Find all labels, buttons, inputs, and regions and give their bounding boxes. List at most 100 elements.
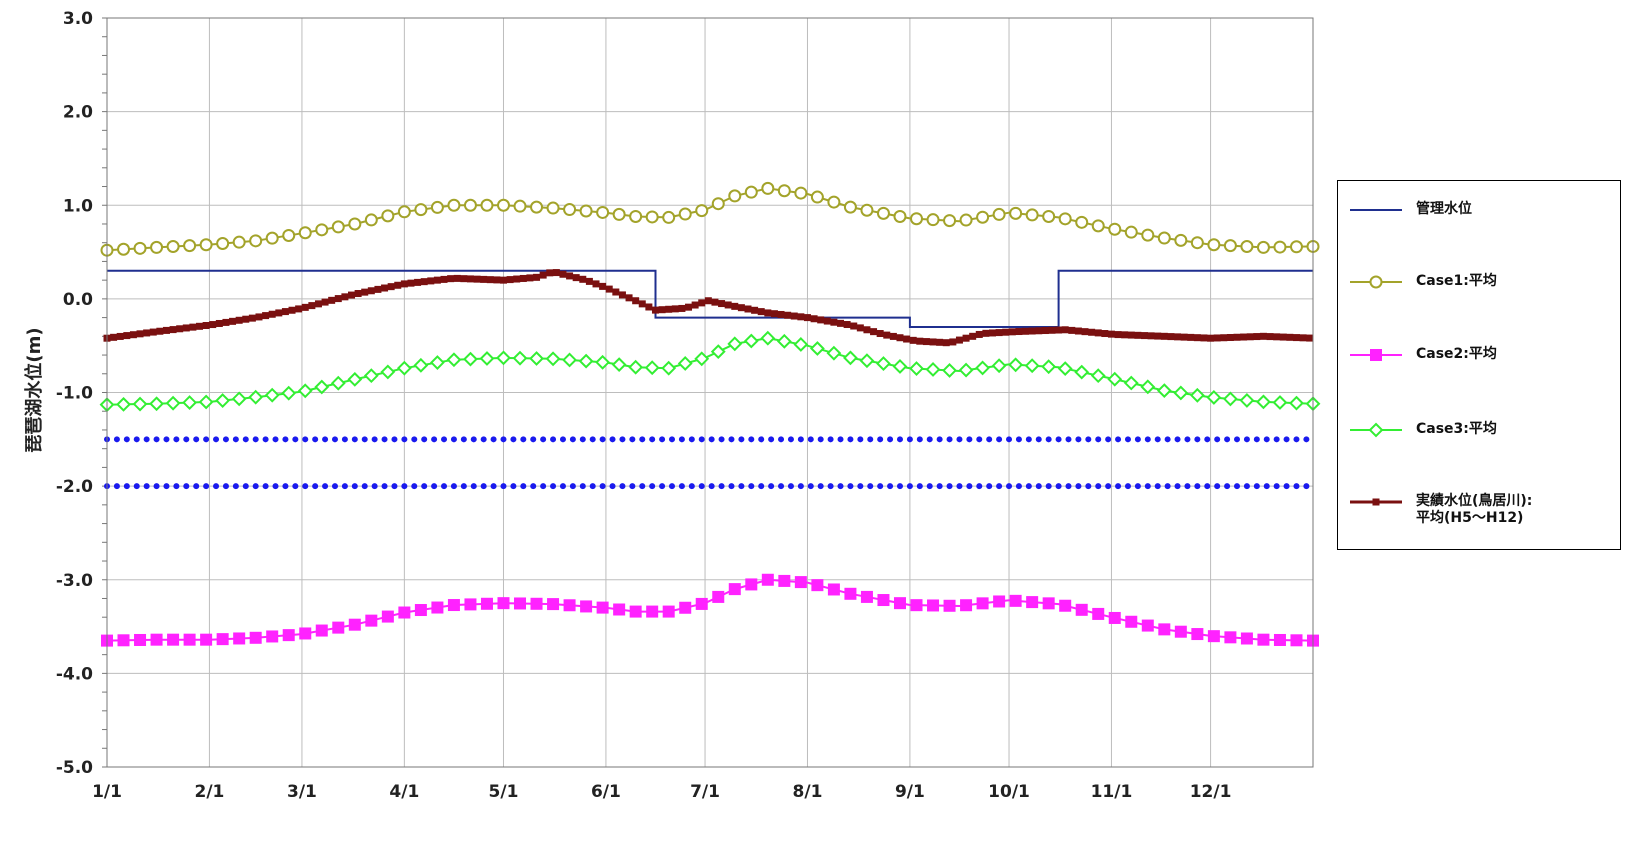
data-point bbox=[1213, 334, 1221, 342]
data-point bbox=[991, 358, 1007, 374]
data-point bbox=[545, 351, 561, 367]
data-point bbox=[1095, 483, 1102, 490]
data-point bbox=[679, 601, 692, 614]
data-point bbox=[540, 483, 547, 490]
data-point bbox=[381, 610, 394, 623]
data-point bbox=[661, 360, 677, 376]
data-point bbox=[297, 383, 313, 399]
data-point bbox=[748, 483, 755, 490]
data-point bbox=[645, 210, 659, 224]
data-point bbox=[728, 189, 742, 203]
data-point bbox=[460, 483, 467, 490]
data-point bbox=[1025, 483, 1032, 490]
data-point bbox=[1035, 483, 1042, 490]
data-point bbox=[315, 223, 329, 237]
data-point bbox=[569, 436, 576, 443]
data-point bbox=[589, 436, 596, 443]
data-point bbox=[698, 436, 705, 443]
data-point bbox=[817, 316, 825, 324]
data-point bbox=[807, 436, 814, 443]
data-point bbox=[946, 436, 953, 443]
data-point bbox=[639, 483, 646, 490]
legend-swatch bbox=[1350, 349, 1402, 361]
data-point bbox=[1286, 333, 1294, 341]
data-point bbox=[612, 288, 620, 296]
data-point bbox=[1075, 483, 1082, 490]
data-point bbox=[1045, 483, 1052, 490]
data-point bbox=[677, 356, 693, 371]
data-point bbox=[639, 436, 646, 443]
data-point bbox=[479, 351, 495, 366]
data-point bbox=[391, 436, 398, 443]
data-point bbox=[1193, 334, 1201, 342]
data-point bbox=[213, 436, 220, 443]
data-point bbox=[530, 483, 537, 490]
data-point bbox=[1008, 357, 1024, 373]
data-point bbox=[810, 315, 818, 323]
data-point bbox=[117, 634, 130, 647]
data-point bbox=[539, 271, 547, 279]
data-point bbox=[519, 274, 527, 282]
data-point bbox=[596, 205, 610, 219]
data-point bbox=[351, 483, 358, 490]
data-point bbox=[1101, 330, 1109, 338]
data-point bbox=[1006, 436, 1013, 443]
data-point bbox=[480, 275, 488, 283]
data-point bbox=[896, 334, 904, 342]
data-point bbox=[777, 310, 785, 318]
data-point bbox=[916, 436, 923, 443]
data-point bbox=[1065, 436, 1072, 443]
data-point bbox=[510, 483, 517, 490]
data-point bbox=[1081, 328, 1089, 336]
data-point bbox=[162, 326, 170, 334]
data-point bbox=[976, 597, 989, 610]
data-point bbox=[1279, 333, 1287, 341]
data-point bbox=[163, 436, 170, 443]
data-point bbox=[1214, 483, 1221, 490]
data-point bbox=[711, 197, 725, 211]
data-point bbox=[827, 483, 834, 490]
data-point bbox=[1075, 603, 1088, 616]
data-point bbox=[110, 333, 118, 341]
data-point bbox=[413, 357, 429, 373]
data-point bbox=[859, 353, 875, 369]
data-point bbox=[153, 436, 160, 443]
data-point bbox=[198, 394, 214, 410]
data-point bbox=[1240, 632, 1253, 645]
data-point bbox=[916, 483, 923, 490]
data-point bbox=[629, 436, 636, 443]
data-point bbox=[361, 288, 369, 296]
data-point bbox=[292, 436, 299, 443]
data-point bbox=[996, 436, 1003, 443]
data-point bbox=[960, 599, 973, 612]
data-point bbox=[196, 322, 204, 330]
data-point bbox=[863, 326, 871, 334]
data-point bbox=[506, 276, 514, 284]
x-tick-label: 9/1 bbox=[895, 782, 925, 802]
data-point bbox=[803, 314, 811, 322]
data-point bbox=[272, 483, 279, 490]
data-point bbox=[529, 351, 544, 366]
data-point bbox=[562, 352, 577, 368]
data-point bbox=[764, 309, 772, 317]
data-point bbox=[936, 483, 943, 490]
data-point bbox=[1115, 483, 1122, 490]
data-point bbox=[823, 317, 831, 325]
data-point bbox=[1191, 628, 1204, 641]
data-point bbox=[381, 436, 388, 443]
data-point bbox=[711, 298, 719, 306]
data-point bbox=[348, 618, 361, 631]
legend-swatch bbox=[1350, 209, 1402, 211]
data-point bbox=[751, 306, 759, 314]
data-point bbox=[559, 270, 567, 278]
data-point bbox=[1075, 215, 1089, 229]
data-point bbox=[843, 321, 851, 329]
data-point bbox=[129, 331, 137, 339]
data-point bbox=[268, 310, 276, 318]
data-point bbox=[150, 633, 163, 646]
data-point bbox=[136, 330, 144, 338]
data-point bbox=[302, 483, 309, 490]
data-point bbox=[966, 436, 973, 443]
data-point bbox=[1194, 483, 1201, 490]
data-point bbox=[546, 269, 554, 277]
